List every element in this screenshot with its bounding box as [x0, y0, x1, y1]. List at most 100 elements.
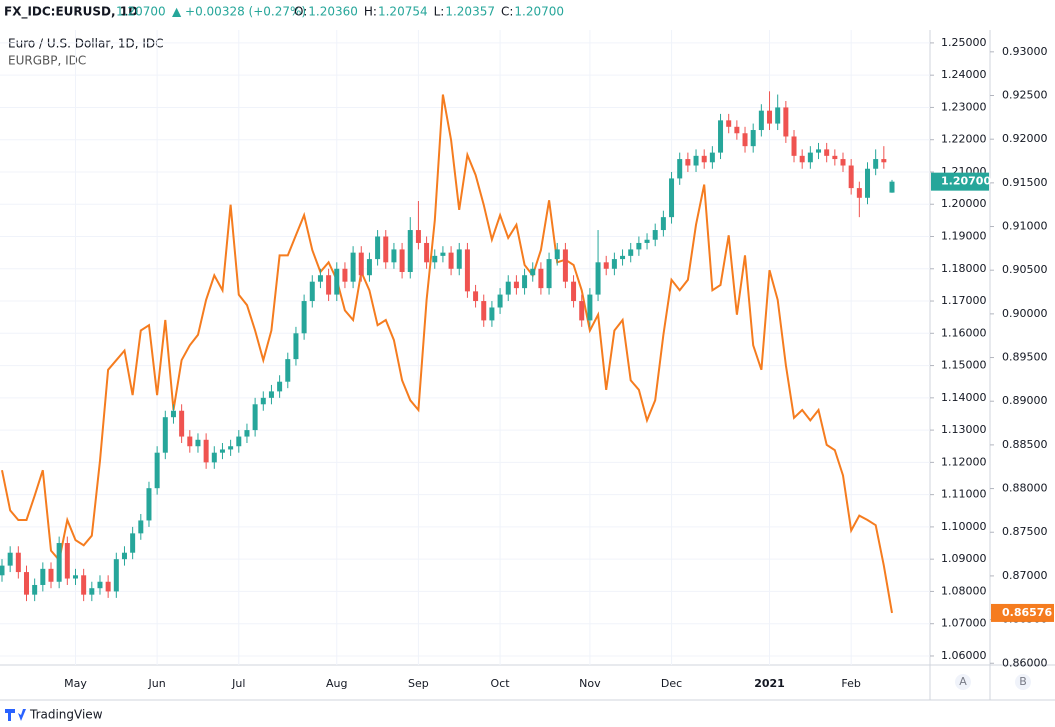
- y-tick-label: 1.08000: [941, 584, 987, 597]
- y-tick-label: 1.14000: [941, 391, 987, 404]
- candle-body: [203, 439, 209, 463]
- y-tick-label: 1.07000: [941, 617, 987, 630]
- candle-body: [383, 236, 389, 263]
- y2-tick-label: 0.90000: [1002, 307, 1048, 320]
- candle-body: [64, 543, 70, 579]
- candle-body: [538, 268, 544, 289]
- candle-body: [775, 107, 781, 124]
- candle-body: [154, 452, 160, 489]
- candle-body: [195, 439, 201, 447]
- x-tick-label: Jul: [231, 677, 245, 690]
- candle-body: [660, 217, 666, 231]
- candle-body: [603, 262, 609, 269]
- candle-body: [807, 152, 813, 163]
- last-price: 1.20700: [116, 5, 166, 19]
- candle-body: [464, 249, 470, 292]
- candle-body: [530, 268, 536, 276]
- candle-body: [644, 239, 650, 243]
- candle-body: [130, 533, 136, 553]
- x-tick-label: 2021: [754, 677, 785, 690]
- candle-body: [750, 130, 756, 147]
- y-tick-label: 1.22000: [941, 133, 987, 146]
- candle-body: [399, 249, 405, 272]
- y2-tick-label: 0.87500: [1002, 525, 1048, 538]
- candle-body: [358, 252, 364, 276]
- candle-body: [113, 559, 119, 592]
- x-tick-label: Oct: [491, 677, 511, 690]
- candle-body: [97, 581, 103, 589]
- y2-tick-label: 0.87000: [1002, 569, 1048, 582]
- y-tick-label: 1.24000: [941, 68, 987, 81]
- candle-body: [701, 155, 707, 163]
- candle-body: [211, 452, 217, 463]
- candle-body: [620, 255, 626, 260]
- candle-body: [652, 230, 658, 240]
- candle-body: [334, 268, 340, 295]
- y2-tick-label: 0.90500: [1002, 263, 1048, 276]
- candle-body: [562, 249, 568, 282]
- candle-body: [236, 436, 242, 447]
- candle-body: [571, 281, 577, 302]
- candle-body: [726, 120, 732, 127]
- y2-tick-label: 0.89000: [1002, 394, 1048, 407]
- logo[interactable]: [5, 709, 26, 721]
- y-tick-label: 1.10000: [941, 520, 987, 533]
- candle-body: [758, 110, 764, 131]
- candle-body: [685, 159, 691, 166]
- candle-body: [448, 252, 454, 269]
- y-tick-label: 1.16000: [941, 326, 987, 339]
- legend-entry: EURGBP, IDC: [8, 54, 86, 68]
- plot-area: [0, 91, 895, 614]
- candle-body: [881, 159, 887, 163]
- price-tag: [991, 603, 1054, 622]
- axis-button[interactable]: [955, 674, 971, 690]
- candle-body: [179, 410, 185, 437]
- candle-body: [628, 249, 634, 256]
- candle-body: [848, 165, 854, 189]
- candle-body: [513, 281, 519, 289]
- candle-body: [742, 133, 748, 147]
- ohlc-label: C:: [501, 5, 513, 19]
- candle-body: [873, 159, 879, 169]
- axis-button[interactable]: [1015, 674, 1031, 690]
- y-tick-label: 1.13000: [941, 423, 987, 436]
- y-tick-label: 1.19000: [941, 230, 987, 243]
- brand[interactable]: TradingView: [29, 708, 103, 722]
- axis-button-label[interactable]: A: [959, 675, 967, 688]
- y2-tick-label: 0.88000: [1002, 482, 1048, 495]
- ohlc-label: H:: [364, 5, 377, 19]
- y-tick-label: 1.23000: [941, 100, 987, 113]
- candle-body: [277, 381, 283, 392]
- price-tag-label: 0.86576: [1002, 606, 1052, 619]
- candle-body: [865, 168, 871, 198]
- y-tick-label: 1.12000: [941, 455, 987, 468]
- y-tick-label: 1.18000: [941, 262, 987, 275]
- y2-tick-label: 0.91500: [1002, 176, 1048, 189]
- candle-body: [489, 307, 495, 321]
- y2-tick-label: 0.88500: [1002, 438, 1048, 451]
- y-tick-label: 1.11000: [941, 488, 987, 501]
- candle-body: [611, 259, 617, 269]
- ohlc-value: 1.20360: [308, 5, 358, 19]
- candle-body: [587, 294, 593, 321]
- header: FX_IDC:EURUSD, 1D 1.20700 ▲ +0.00328 (+0…: [4, 5, 564, 20]
- candle-body: [293, 333, 299, 360]
- candle-body: [391, 249, 397, 263]
- candle-body: [252, 404, 258, 431]
- candle-body: [268, 391, 274, 398]
- y2-tick-label: 0.86000: [1002, 656, 1048, 669]
- candle-body: [791, 136, 797, 156]
- y2-tick-label: 0.93000: [1002, 45, 1048, 58]
- candle-body: [505, 281, 511, 295]
- candle-body: [856, 188, 862, 198]
- candle-body: [783, 107, 789, 137]
- candle-body: [121, 552, 127, 560]
- candle-body: [546, 259, 552, 289]
- x-tick-label: May: [64, 677, 87, 690]
- candle-body: [424, 242, 430, 263]
- candle-body: [56, 543, 62, 582]
- axis-button-label[interactable]: B: [1019, 675, 1027, 688]
- candle-body: [301, 301, 307, 334]
- candle-body: [187, 436, 193, 447]
